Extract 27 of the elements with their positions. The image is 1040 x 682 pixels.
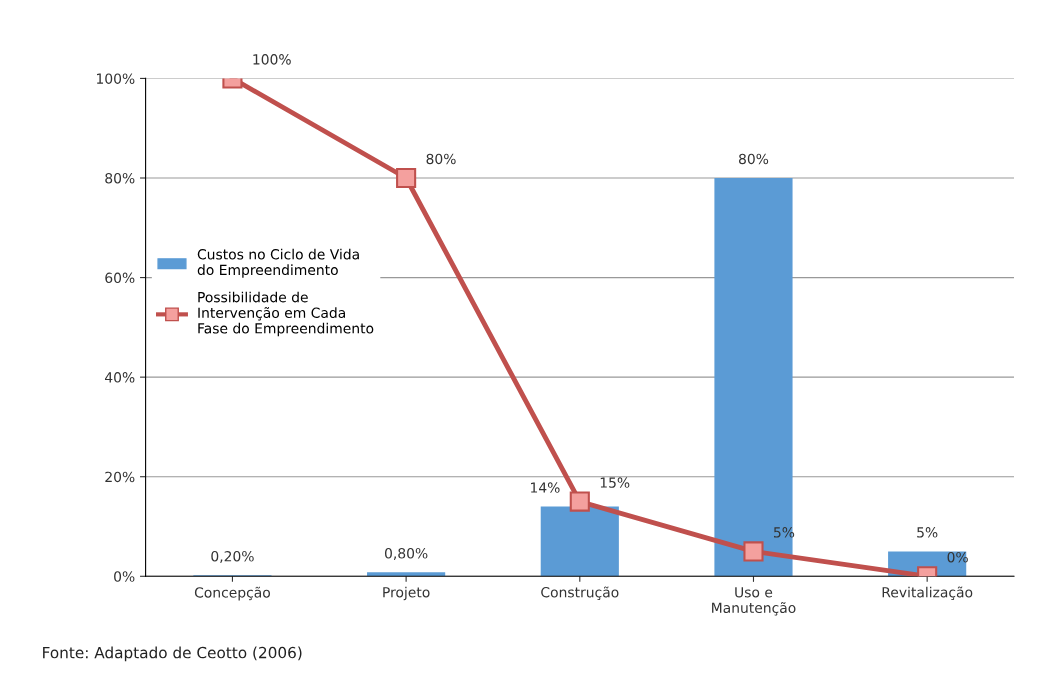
y-tick-label: 60% [105, 272, 135, 284]
y-tick-label: 40% [104, 372, 135, 383]
point [569, 491, 590, 512]
data-label: 100% [253, 54, 291, 65]
y-tick-label: 20% [105, 471, 135, 483]
data-label: 0,80% [384, 548, 428, 560]
x-tick-label: Concepção [194, 586, 270, 601]
bar [540, 506, 619, 577]
y-tick-label: 80% [105, 172, 135, 184]
legend-label: Possibilidade de Intervenção em Cada Fase do Empreendimento [198, 291, 374, 337]
point [743, 541, 764, 562]
data-label: 80% [738, 153, 769, 165]
legend-label: Custos no Ciclo de Vida do Empreendimento [197, 248, 359, 278]
bar [714, 178, 793, 577]
data-label: 5% [917, 527, 938, 538]
data-label: 0,20% [211, 550, 254, 563]
x-tick-label: Projeto [383, 586, 430, 601]
source-note: Fonte: Adaptado de Ceotto (2006) [43, 646, 302, 662]
bar [367, 572, 446, 577]
data-label: 80% [426, 153, 456, 165]
data-label: 14% [531, 482, 560, 493]
x-tick-label: Uso e Manutenção [712, 587, 796, 616]
x-tick-label: Revitalização [882, 586, 973, 600]
x-tick-label: Construção [541, 586, 619, 600]
data-label: 15% [600, 477, 630, 488]
y-tick-label: 0% [114, 571, 135, 582]
y-tick-label: 100% [97, 73, 135, 84]
